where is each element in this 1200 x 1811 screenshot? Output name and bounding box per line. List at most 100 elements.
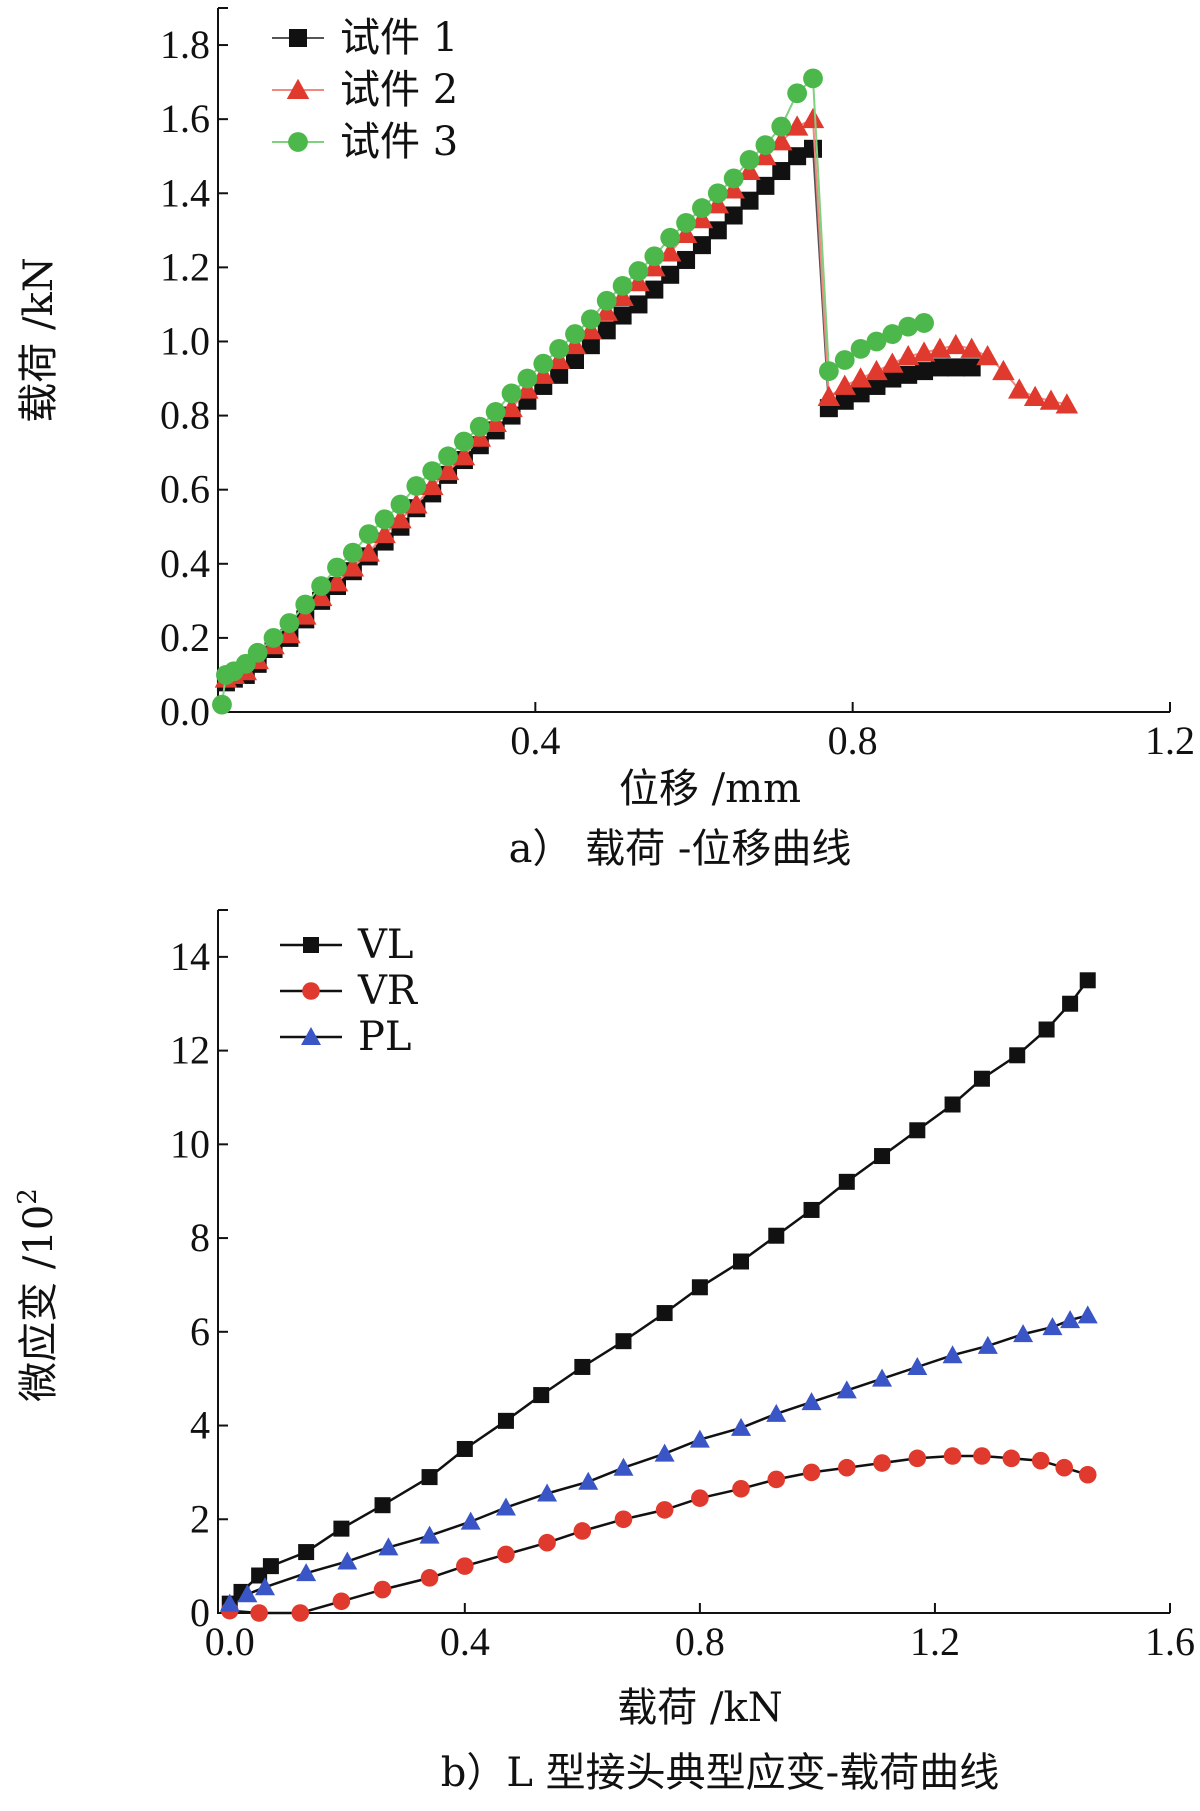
- y-tick-label-1: 12: [170, 1028, 210, 1073]
- data-point-1-1: [538, 1533, 556, 1552]
- data-point-0-2: [295, 594, 316, 615]
- data-point-1-2: [1077, 1305, 1098, 1324]
- data-point-1-0: [1079, 972, 1096, 989]
- data-point-1-0: [1009, 1047, 1026, 1064]
- data-point-1-2: [613, 1457, 634, 1476]
- y-tick-label-0: 0.4: [160, 541, 210, 586]
- legend-0: 试件 1 试件 2 试件 3: [272, 15, 458, 165]
- data-point-1-0: [374, 1497, 391, 1514]
- data-point-0-2: [390, 494, 411, 515]
- data-point-0-2: [882, 324, 903, 344]
- y-tick-label-0: 1.0: [160, 318, 210, 363]
- data-point-0-2: [580, 309, 601, 330]
- data-point-0-1: [325, 571, 349, 592]
- data-point-1-2: [731, 1417, 752, 1436]
- data-point-0-2: [628, 261, 649, 281]
- x-tick-label-0: 0.4: [510, 718, 560, 763]
- data-point-1-0: [803, 1201, 820, 1218]
- data-point-0-2: [707, 183, 728, 204]
- data-point-1-0: [497, 1412, 514, 1429]
- data-point-0-2: [422, 461, 443, 482]
- data-point-1-1: [691, 1489, 709, 1507]
- data-point-1-1: [250, 1604, 268, 1622]
- data-point-0-1: [1023, 385, 1047, 407]
- data-point-0-2: [311, 576, 332, 596]
- y-tick-label-0: 1.4: [160, 170, 210, 215]
- data-point-0-1: [468, 426, 492, 447]
- data-point-1-0: [1062, 995, 1079, 1012]
- data-point-0-1: [436, 459, 460, 481]
- x-tick-label-1: 1.2: [910, 1619, 960, 1664]
- data-point-0-1: [706, 193, 730, 214]
- data-point-0-2: [263, 627, 284, 648]
- data-point-1-1: [908, 1449, 927, 1468]
- data-point-0-0: [724, 206, 743, 225]
- load-displacement-chart: 0.4 0.8 1.2 0.0 0.2 0.4 0.6 0.8 1.0 1.2 1.4 1.6 1.8 试…: [16, 7, 1195, 870]
- data-point-0-2: [501, 383, 522, 404]
- data-point-0-1: [690, 207, 714, 229]
- data-point-1-2: [766, 1403, 787, 1422]
- data-point-0-2: [358, 524, 379, 545]
- data-point-1-2: [255, 1577, 276, 1596]
- data-point-1-2: [942, 1345, 963, 1364]
- data-point-0-2: [914, 313, 934, 333]
- data-point-0-2: [644, 246, 665, 267]
- data-point-1-2: [419, 1525, 440, 1544]
- series-0-1: [214, 107, 1079, 688]
- x-tick-label-1: 1.6: [1145, 1619, 1195, 1664]
- data-point-1-0: [533, 1387, 550, 1404]
- series-line-0-1: [225, 117, 1068, 680]
- data-point-0-1: [801, 107, 825, 129]
- x-tick-label-0: 1.2: [1145, 718, 1195, 763]
- data-point-1-1: [497, 1545, 515, 1564]
- data-point-0-0: [883, 369, 902, 388]
- data-point-1-1: [614, 1510, 633, 1529]
- series-line-0-0: [225, 147, 972, 684]
- data-point-0-2: [676, 213, 696, 233]
- data-point-1-1: [456, 1557, 474, 1575]
- x-tick-label-1: 0.8: [675, 1619, 725, 1664]
- data-point-0-1: [865, 359, 888, 381]
- data-point-1-2: [296, 1563, 317, 1582]
- data-point-0-0: [915, 362, 934, 381]
- data-point-1-0: [333, 1520, 350, 1537]
- y-tick-label-1: 2: [190, 1496, 210, 1541]
- data-point-0-0: [613, 306, 632, 325]
- y-tick-label-0: 0.0: [160, 689, 210, 734]
- data-point-0-1: [278, 622, 301, 644]
- data-point-0-0: [597, 321, 616, 340]
- legend-marker-1-1: [302, 982, 320, 1000]
- data-point-1-2: [872, 1368, 893, 1387]
- x-axis-label-a: 位移 /mm: [619, 766, 801, 812]
- data-point-0-1: [1055, 393, 1079, 414]
- data-point-1-1: [837, 1458, 856, 1477]
- data-point-1-2: [378, 1537, 399, 1556]
- data-point-0-2: [549, 338, 570, 359]
- data-point-0-0: [550, 365, 569, 384]
- caption-a: a） 载荷 -位移曲线: [509, 826, 852, 870]
- data-point-0-2: [596, 290, 617, 311]
- data-point-0-2: [454, 431, 474, 452]
- data-point-0-2: [485, 401, 506, 422]
- data-point-0-2: [660, 227, 681, 248]
- legend-marker-0-0: [289, 29, 307, 47]
- legend-label-0-2: 试件 3: [340, 119, 458, 165]
- y-axis-label-a: 载荷 /kN: [16, 257, 62, 422]
- data-point-1-0: [456, 1440, 473, 1457]
- y-tick-label-1: 8: [190, 1215, 210, 1260]
- data-point-1-0: [574, 1358, 591, 1375]
- legend-marker-1-0: [303, 937, 319, 953]
- data-point-0-1: [817, 385, 841, 407]
- data-point-0-1: [357, 541, 380, 562]
- data-point-0-2: [771, 116, 792, 137]
- legend-label-1-0: VL: [357, 922, 413, 968]
- y-tick-label-0: 1.8: [160, 22, 210, 67]
- data-point-0-2: [803, 68, 823, 89]
- series-1-2: [219, 1305, 1098, 1612]
- data-point-1-1: [732, 1480, 750, 1498]
- data-point-0-2: [533, 353, 554, 374]
- data-point-0-0: [899, 365, 918, 384]
- legend-label-1-2: PL: [358, 1014, 411, 1060]
- data-point-0-2: [565, 324, 585, 344]
